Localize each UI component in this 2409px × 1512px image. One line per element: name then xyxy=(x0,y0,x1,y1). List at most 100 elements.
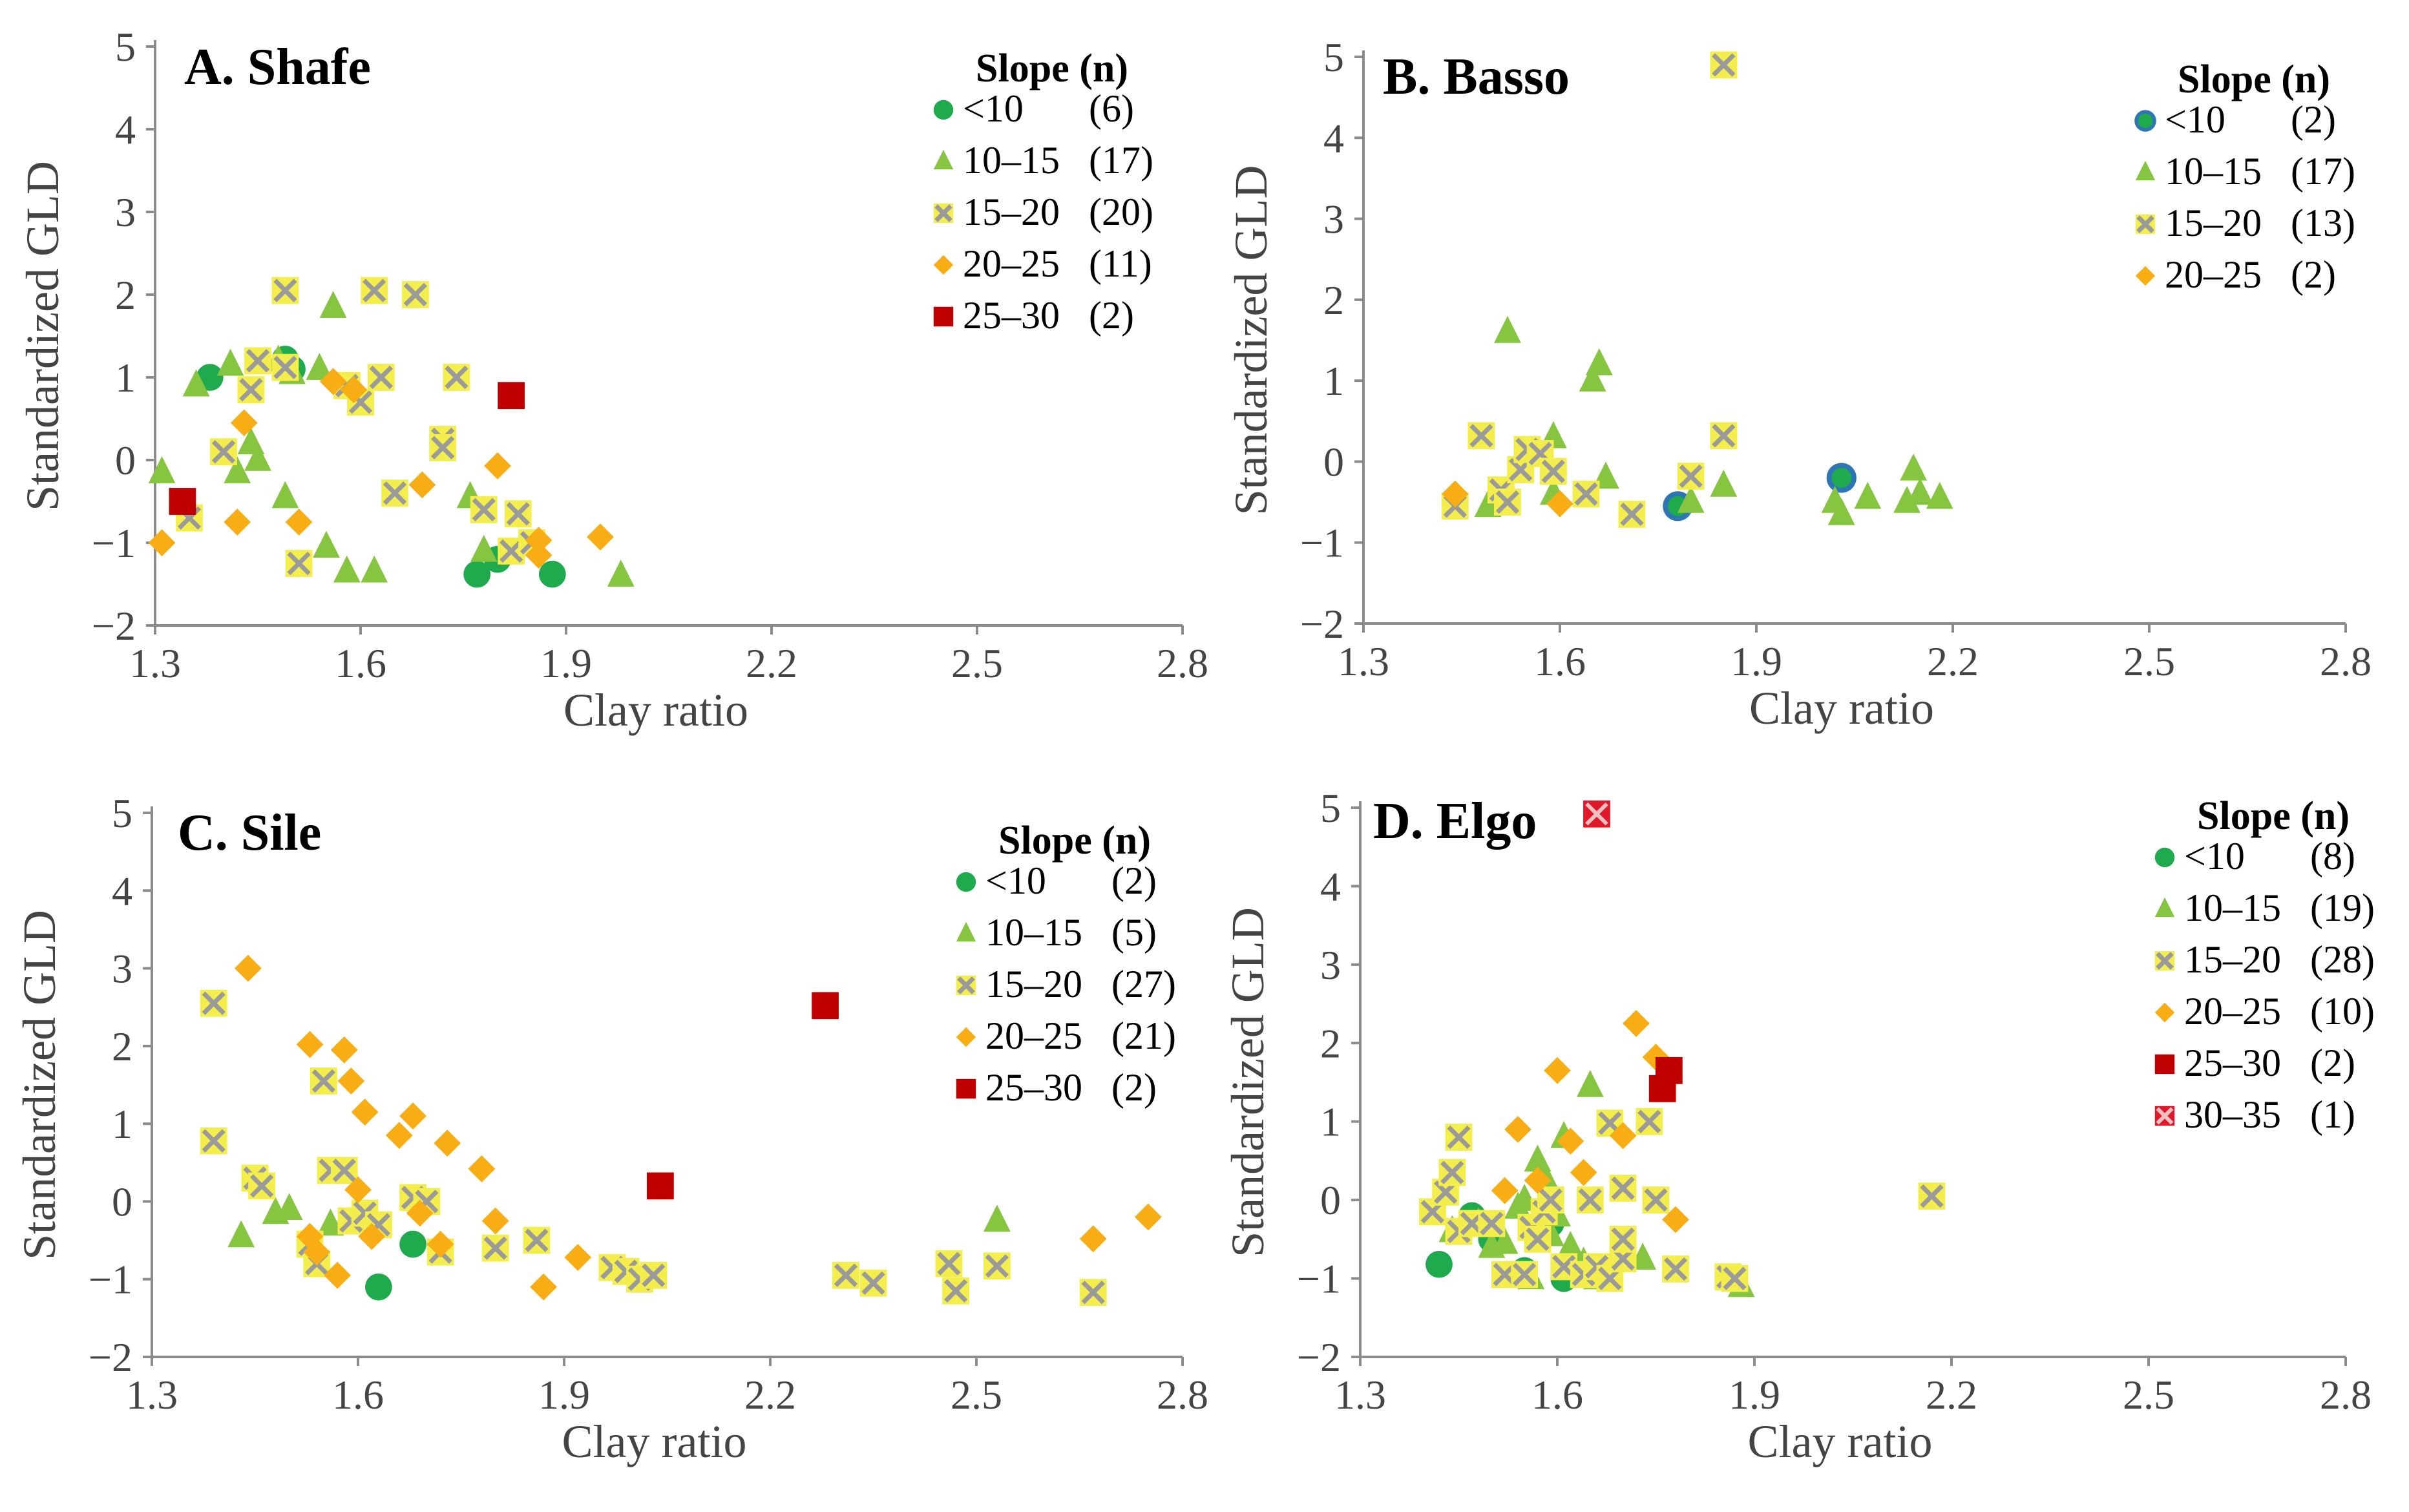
data-point xyxy=(1710,469,1738,497)
y-tick-label: 1 xyxy=(1323,358,1344,404)
legend-label: 10–15 xyxy=(2184,887,2281,929)
legend-count: (17) xyxy=(1089,139,1153,182)
legend-marker xyxy=(933,255,954,275)
legend-count: (8) xyxy=(2310,835,2355,877)
data-point xyxy=(361,277,388,304)
data-point xyxy=(1918,1182,1946,1210)
data-point xyxy=(1438,1159,1466,1186)
y-tick-label: −1 xyxy=(89,1257,132,1303)
x-tick-label: 2.5 xyxy=(951,1372,1002,1418)
x-tick-label: 1.9 xyxy=(540,640,592,686)
legend-count: (27) xyxy=(1111,963,1176,1005)
legend-label: <10 xyxy=(2184,835,2245,877)
legend: Slope (n)<10 (6) 10–15 (17) 15–20 (20) 20–25 (1… xyxy=(933,47,1153,337)
data-point xyxy=(358,1223,386,1250)
data-point xyxy=(1677,463,1705,490)
data-point xyxy=(1655,1056,1683,1084)
data-point xyxy=(1524,1225,1552,1253)
legend-label: 30–35 xyxy=(2184,1093,2281,1136)
data-point xyxy=(285,509,313,536)
data-point xyxy=(337,1067,365,1095)
data-point xyxy=(1478,1210,1506,1237)
series-25–30 xyxy=(169,382,525,515)
data-point xyxy=(468,1155,496,1182)
data-point xyxy=(401,281,429,308)
x-axis-label: Clay ratio xyxy=(562,1416,747,1467)
data-point xyxy=(1609,1175,1637,1202)
data-point xyxy=(244,347,271,375)
y-tick-label: −1 xyxy=(1297,1256,1341,1302)
data-point xyxy=(942,1277,969,1305)
legend-label: 20–25 xyxy=(963,242,1060,285)
x-tick-label: 1.9 xyxy=(1729,1372,1780,1418)
x-axis-label: Clay ratio xyxy=(1749,682,1934,734)
panel-title: D. Elgo xyxy=(1373,793,1537,850)
data-point xyxy=(148,529,176,556)
legend-marker xyxy=(2135,214,2156,235)
data-point xyxy=(1677,485,1705,513)
data-point xyxy=(227,1220,255,1248)
y-tick-label: 0 xyxy=(115,437,136,483)
data-point xyxy=(832,1261,859,1289)
y-tick-label: 0 xyxy=(112,1179,132,1224)
data-point xyxy=(1539,457,1567,485)
y-tick-label: 2 xyxy=(1320,1020,1341,1066)
series-25–30 xyxy=(646,992,839,1200)
legend-count: (20) xyxy=(1089,191,1153,233)
y-tick-label: 2 xyxy=(112,1024,132,1069)
data-point xyxy=(200,1127,227,1155)
legend-count: (11) xyxy=(1089,242,1152,285)
x-axis-label: Clay ratio xyxy=(563,684,748,736)
data-point xyxy=(498,537,525,565)
x-tick-label: 1.3 xyxy=(1338,638,1389,684)
x-tick-label: 1.9 xyxy=(1730,638,1782,684)
data-point xyxy=(1557,1230,1584,1258)
x-tick-label: 2.2 xyxy=(1926,1372,1977,1418)
data-point xyxy=(426,1230,454,1258)
legend-label: 15–20 xyxy=(2165,202,2262,244)
data-point xyxy=(319,368,347,395)
data-point xyxy=(1537,1186,1564,1214)
data-point xyxy=(303,1238,331,1266)
series-15–20 xyxy=(1418,1108,1946,1292)
series-20–25 xyxy=(234,954,1162,1301)
data-point xyxy=(406,1199,434,1227)
y-tick-label: 3 xyxy=(115,189,136,235)
data-point xyxy=(216,348,244,376)
data-point xyxy=(344,1176,372,1204)
data-point xyxy=(333,555,361,583)
data-point xyxy=(351,1098,379,1126)
data-point xyxy=(367,364,395,391)
legend: Slope (n)<10 (2) 10–15 (17) 15–20 (13) 20–25 (2… xyxy=(2134,58,2355,296)
data-point xyxy=(1826,463,1857,493)
data-point xyxy=(224,456,251,483)
x-tick-label: 1.9 xyxy=(538,1372,590,1418)
legend-label: 15–20 xyxy=(985,963,1082,1005)
data-point xyxy=(224,509,251,536)
data-point xyxy=(244,443,271,471)
data-point xyxy=(234,954,262,982)
panel-title: C. Sile xyxy=(178,804,321,861)
data-point xyxy=(271,481,299,509)
series-<10 xyxy=(1663,463,1857,521)
legend-marker xyxy=(2154,950,2175,971)
y-tick-label: 4 xyxy=(115,107,136,152)
legend-title: Slope (n) xyxy=(976,47,1128,90)
legend-label: 25–30 xyxy=(985,1066,1082,1109)
data-point xyxy=(859,1269,887,1297)
data-point xyxy=(607,560,635,587)
data-point xyxy=(1572,480,1600,508)
y-tick-label: 5 xyxy=(115,24,136,70)
legend-marker xyxy=(2154,847,2175,868)
data-point xyxy=(1609,1225,1637,1253)
legend-marker xyxy=(2154,1106,2175,1126)
legend-label: 20–25 xyxy=(2184,990,2281,1033)
data-point xyxy=(1494,315,1521,343)
data-point xyxy=(984,1204,1011,1232)
panel-title: A. Shafe xyxy=(184,39,371,96)
data-point xyxy=(1583,800,1610,828)
y-tick-label: 0 xyxy=(1323,439,1344,485)
x-tick-label: 2.2 xyxy=(744,1372,796,1418)
data-point xyxy=(324,1261,351,1289)
